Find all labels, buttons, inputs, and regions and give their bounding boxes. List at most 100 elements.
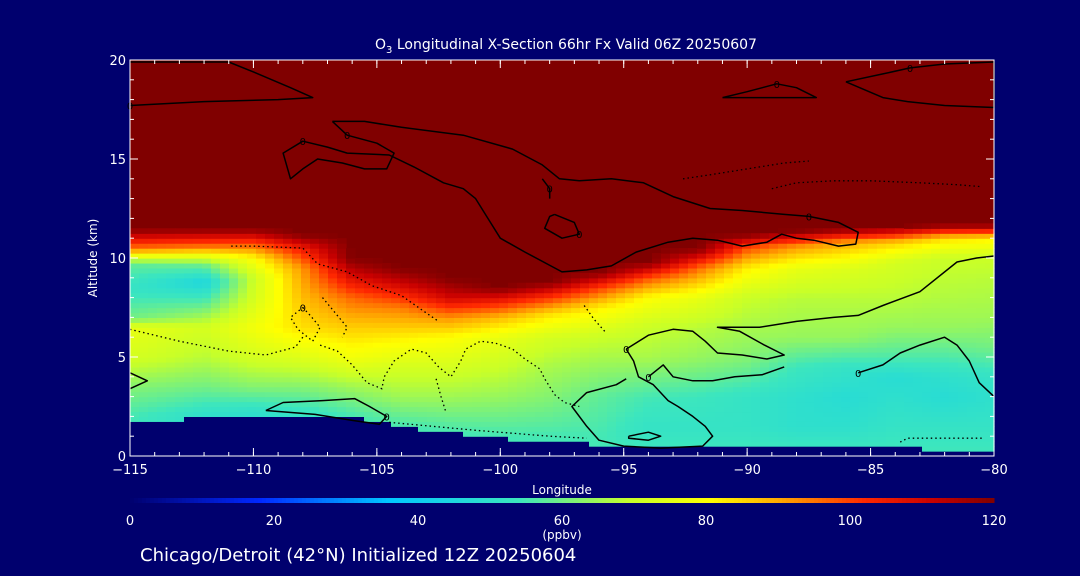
field-cell [859,371,869,378]
field-cell [355,262,365,269]
field-cell [571,282,581,289]
field-cell [643,352,653,358]
field-cell [220,421,230,427]
field-cell [733,347,743,353]
field-cell [292,327,302,333]
field-cell [643,436,653,442]
field-cell [157,262,167,269]
field-cell [715,243,725,249]
field-cell [985,406,995,413]
field-cell [724,396,734,403]
field-cell [238,307,248,314]
field-cell [922,421,932,427]
field-cell [418,401,428,408]
field-cell [382,431,392,437]
field-cell [814,243,824,249]
field-cell [679,342,689,348]
field-cell [274,446,284,452]
field-cell [976,421,986,427]
field-cell [607,381,617,388]
contour-label: 0 [344,131,350,142]
field-cell [463,327,473,333]
field-cell [553,332,563,338]
field-cell [409,396,419,403]
field-cell [544,312,554,318]
field-cell [832,228,842,234]
colorbar-segment [514,498,519,503]
field-cell [625,317,635,323]
colorbar-segment [418,498,423,503]
x-tick-label: −90 [733,463,760,478]
field-cell [283,297,293,304]
field-cell [895,292,905,299]
field-cell [229,352,239,358]
field-cell [769,386,779,393]
field-cell [337,337,347,343]
field-cell [373,376,383,383]
field-cell [562,416,572,422]
field-cell [256,277,266,284]
field-cell [409,332,419,338]
field-cell [229,436,239,442]
field-cell [688,421,698,427]
field-cell [364,441,374,447]
field-cell [805,431,815,437]
field-cell [634,342,644,348]
field-cell [715,406,725,413]
colorbar-segment [494,498,499,503]
field-cell [850,297,860,304]
field-cell [868,238,878,244]
field-cell [265,411,275,417]
field-cell [850,292,860,299]
field-cell [886,391,896,398]
field-cell [238,327,248,333]
field-cell [949,337,959,343]
field-cell [688,386,698,393]
field-cell [265,312,275,318]
field-cell [769,396,779,403]
field-cell [193,302,203,309]
field-cell [202,441,212,447]
field-cell [823,431,833,437]
field-cell [832,307,842,314]
field-cell [400,342,410,348]
field-cell [139,361,149,368]
field-cell [256,371,266,378]
field-cell [553,451,563,457]
field-cell [139,228,149,234]
colorbar-segment [566,498,571,503]
field-cell [724,302,734,309]
field-cell [328,391,338,398]
field-cell [733,312,743,318]
field-cell [877,262,887,269]
x-tick-label: −105 [359,463,395,478]
field-cell [841,267,851,274]
field-cell [895,352,905,358]
field-cell [364,361,374,368]
field-cell [922,352,932,358]
field-cell [202,396,212,403]
field-cell [751,327,761,333]
field-cell [256,416,266,422]
colorbar-tick-label: 0 [126,514,134,529]
field-cell [670,272,680,279]
field-cell [292,391,302,398]
field-cell [211,411,221,417]
field-cell [454,332,464,338]
field-cell [382,327,392,333]
field-cell [886,342,896,348]
field-cell [166,431,176,437]
colorbar-segment [570,498,575,503]
field-cell [256,337,266,343]
colorbar-segment [802,498,807,503]
field-cell [283,357,293,363]
field-cell [355,411,365,417]
field-cell [346,416,356,422]
field-cell [283,361,293,368]
field-cell [490,307,500,314]
field-cell [787,436,797,442]
field-cell [328,282,338,289]
field-cell [130,322,140,328]
field-cell [220,228,230,234]
field-cell [832,357,842,363]
